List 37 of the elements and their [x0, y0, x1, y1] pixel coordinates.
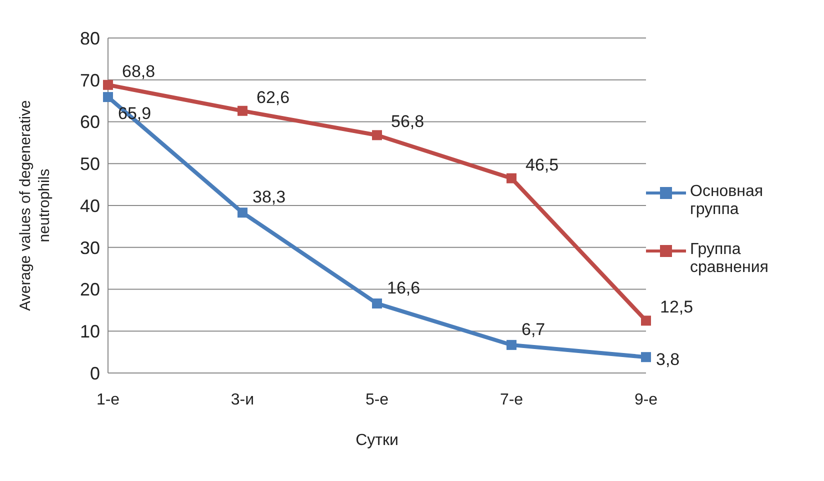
point	[506, 340, 516, 350]
point	[238, 208, 248, 218]
point	[103, 80, 113, 90]
point	[641, 316, 651, 326]
data-label: 62,6	[256, 88, 290, 107]
x-tick-label: 9-е	[634, 391, 658, 408]
x-tick-label: 1-е	[96, 391, 120, 408]
y-tick-label: 20	[80, 280, 100, 300]
point	[103, 92, 113, 102]
y-tick-label: 0	[90, 363, 100, 384]
point	[372, 298, 382, 308]
y-tick-label: 50	[80, 154, 100, 174]
data-label: 12,5	[660, 298, 694, 317]
legend-label: Группа сравнения	[690, 240, 770, 276]
x-tick-label: 3-и	[230, 391, 254, 408]
point	[238, 106, 248, 116]
y-tick-label: 60	[80, 112, 100, 132]
data-label: 56,8	[391, 112, 424, 132]
legend-label: Основная группа	[690, 182, 764, 218]
data-label: 3,8	[656, 350, 680, 370]
y-tick-label: 70	[80, 70, 100, 90]
data-label: 16,6	[387, 278, 420, 298]
data-label: 38,3	[252, 188, 286, 207]
point	[641, 352, 651, 362]
y-axis-title: Average values of degenerative neutrophils	[17, 100, 53, 311]
point	[372, 130, 382, 140]
x-axis-title: Сутки	[356, 432, 398, 449]
y-tick-label: 40	[80, 196, 100, 216]
y-tick-label: 30	[80, 238, 100, 258]
data-label: 6,7	[522, 320, 546, 339]
x-tick-label: 5-е	[365, 391, 389, 408]
y-tick-label: 10	[80, 322, 100, 342]
x-tick-label: 7-е	[500, 391, 524, 408]
y-tick-label: 80	[80, 28, 100, 48]
data-label: 68,8	[122, 62, 156, 81]
data-label: 46,5	[526, 155, 559, 174]
point	[506, 173, 516, 184]
